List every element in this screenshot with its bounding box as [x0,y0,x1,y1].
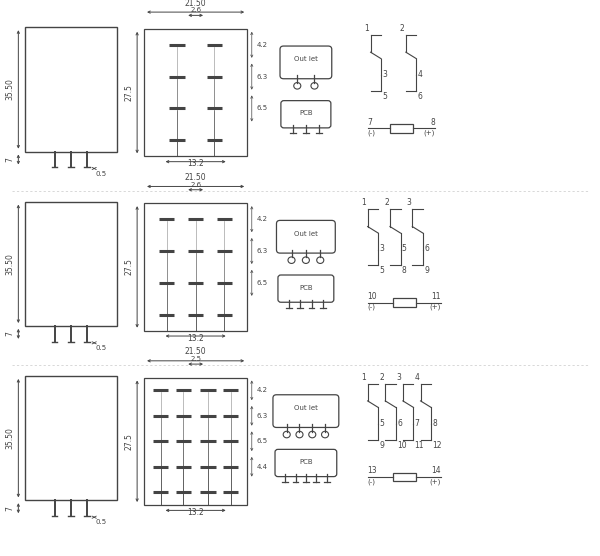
Text: (+): (+) [430,304,441,310]
Text: PCB: PCB [299,285,313,291]
Text: PCB: PCB [299,110,313,116]
Text: 13.2: 13.2 [187,334,204,342]
Text: 4: 4 [415,373,419,381]
Text: 6.5: 6.5 [256,438,268,444]
Text: (-): (-) [368,478,376,485]
Bar [25,27,116,152]
Text: 3: 3 [397,373,402,381]
Text: 7: 7 [6,331,15,336]
Text: 2.5: 2.5 [190,356,201,362]
Text: 14: 14 [431,466,441,475]
Text: 4.2: 4.2 [256,388,268,393]
Text: 3: 3 [382,70,387,79]
Text: 6.5: 6.5 [256,106,268,111]
Bar [144,378,247,505]
Text: 13: 13 [368,466,377,475]
Text: 11: 11 [431,292,441,301]
Text: 1: 1 [362,373,367,381]
Bar [389,124,413,133]
Text: 1: 1 [362,198,367,207]
Text: 27.5: 27.5 [125,259,134,275]
Text: Out let: Out let [294,231,318,237]
Text: 2: 2 [384,198,389,207]
Text: 7: 7 [6,506,15,510]
Bar [144,29,247,156]
Text: 6.3: 6.3 [256,73,268,80]
Text: 21.50: 21.50 [185,348,206,356]
Text: 2.6: 2.6 [190,182,201,187]
Text: 12: 12 [432,441,442,450]
Text: 0.5: 0.5 [95,345,107,351]
Text: 9: 9 [379,441,384,450]
Text: 27.5: 27.5 [125,433,134,450]
Text: 3: 3 [406,198,411,207]
Text: 21.50: 21.50 [185,0,206,8]
Text: 2: 2 [379,373,384,381]
Text: 4: 4 [418,70,422,79]
Text: 6.3: 6.3 [256,248,268,254]
Bar [25,202,116,326]
Text: 0.5: 0.5 [95,171,107,177]
Text: 6: 6 [424,244,429,253]
Text: 4.4: 4.4 [256,464,268,470]
Text: 7: 7 [415,419,419,428]
Text: 4.2: 4.2 [256,216,268,222]
Text: (-): (-) [368,304,376,310]
Bar [392,473,416,481]
Text: Out let: Out let [294,56,318,62]
Text: 5: 5 [382,92,387,101]
Text: 5: 5 [379,266,384,275]
Text: (+): (+) [430,478,441,485]
Bar [25,376,116,500]
Text: 35.50: 35.50 [6,78,15,101]
Text: (-): (-) [368,130,376,136]
Text: 6.5: 6.5 [256,280,268,286]
Text: 21.50: 21.50 [185,173,206,182]
Text: 11: 11 [415,441,424,450]
Text: 6.3: 6.3 [256,413,268,419]
Text: (+): (+) [424,130,435,136]
Text: 3: 3 [379,244,384,253]
Text: Out let: Out let [294,405,318,411]
Bar [144,203,247,331]
Text: 8: 8 [432,419,437,428]
Text: 0.5: 0.5 [95,519,107,525]
Text: 2.6: 2.6 [190,7,201,13]
Text: 10: 10 [368,292,377,301]
Text: 7: 7 [368,118,373,127]
Text: 27.5: 27.5 [125,84,134,101]
Text: 4.2: 4.2 [256,42,268,48]
Text: PCB: PCB [299,459,313,465]
Text: 9: 9 [424,266,429,275]
Text: 1: 1 [365,24,370,33]
Text: 8: 8 [402,266,406,275]
Text: 5: 5 [379,419,384,428]
Text: 35.50: 35.50 [6,253,15,275]
Text: 13.2: 13.2 [187,159,204,168]
Text: 8: 8 [430,118,435,127]
Bar [392,298,416,307]
Text: 35.50: 35.50 [6,427,15,449]
Text: 10: 10 [397,441,407,450]
Text: 6: 6 [397,419,402,428]
Text: 6: 6 [418,92,422,101]
Text: 2: 2 [400,24,404,33]
Text: 5: 5 [402,244,407,253]
Text: 13.2: 13.2 [187,508,204,517]
Text: 7: 7 [6,157,15,162]
